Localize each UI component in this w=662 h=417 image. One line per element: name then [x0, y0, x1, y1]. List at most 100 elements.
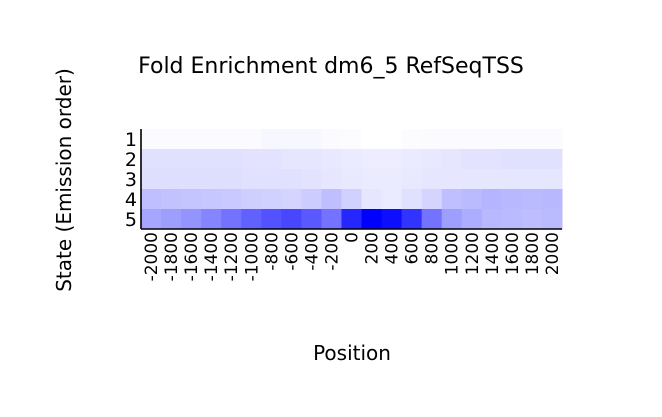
heatmap-cell: [521, 149, 543, 170]
heatmap-cell: [281, 149, 302, 170]
heatmap-cell: [461, 149, 483, 170]
y-tick-label: 2: [125, 149, 137, 171]
heatmap-cell: [501, 149, 523, 170]
heatmap-cell: [501, 129, 523, 150]
x-tick-label: 800: [423, 232, 443, 264]
heatmap-cell: [381, 189, 403, 210]
heatmap-cell: [361, 169, 383, 190]
heatmap-cell: [281, 189, 302, 210]
x-tick-label: -600: [282, 232, 302, 271]
heatmap-cell: [201, 129, 222, 150]
heatmap-cell: [241, 209, 262, 230]
heatmap-cell: [281, 209, 302, 230]
heatmap-cell: [381, 129, 403, 150]
heatmap-cell: [341, 189, 363, 210]
heatmap-cell: [301, 209, 322, 230]
x-tick-label: -200: [322, 232, 342, 271]
heatmap-cell: [201, 189, 222, 210]
heatmap-cell: [341, 129, 363, 150]
heatmap-cell: [141, 169, 162, 190]
x-tick-label: -1200: [222, 232, 242, 281]
x-tick-label: -400: [302, 232, 322, 271]
heatmap-cell: [281, 129, 302, 150]
heatmap-cell: [481, 149, 503, 170]
heatmap-cell: [141, 189, 162, 210]
heatmap-cell: [361, 209, 383, 230]
heatmap-cell: [501, 209, 523, 230]
heatmap-cell: [161, 169, 182, 190]
heatmap-cell: [181, 189, 202, 210]
heatmap-cell: [181, 149, 202, 170]
heatmap-cells: [141, 129, 563, 230]
heatmap-cell: [521, 209, 543, 230]
heatmap-cell: [481, 129, 503, 150]
heatmap-cell: [281, 169, 302, 190]
heatmap-cell: [421, 189, 443, 210]
x-tick-label: -1400: [202, 232, 222, 281]
chart-title: Fold Enrichment dm6_5 RefSeqTSS: [138, 54, 524, 79]
heatmap-cell: [521, 169, 543, 190]
x-tick-label: -800: [262, 232, 282, 271]
heatmap-cell: [241, 189, 262, 210]
heatmap-cell: [481, 169, 503, 190]
x-tick-labels: -2000 -1800 -1600 -1400 -1200 -1000 -800 -600 -4…: [142, 232, 563, 281]
heatmap-cell: [241, 169, 262, 190]
heatmap-cell: [241, 129, 262, 150]
heatmap-cell: [181, 209, 202, 230]
heatmap-cell: [141, 209, 162, 230]
x-tick-label: 1800: [523, 232, 543, 275]
heatmap-cell: [221, 129, 242, 150]
heatmap-cell: [461, 209, 483, 230]
heatmap-cell: [221, 209, 242, 230]
heatmap-cell: [221, 149, 242, 170]
x-tick-label: 1600: [503, 232, 523, 275]
heatmap-cell: [141, 129, 162, 150]
heatmap-cell: [541, 169, 563, 190]
heatmap-cell: [341, 149, 363, 170]
y-tick-label: 1: [125, 129, 137, 151]
heatmap-cell: [481, 209, 503, 230]
heatmap-cell: [461, 169, 483, 190]
y-tick-label: 4: [125, 189, 137, 211]
heatmap-cell: [461, 129, 483, 150]
x-tick-label: -1800: [162, 232, 182, 281]
x-tick-label: 2000: [543, 232, 563, 275]
heatmap-cell: [341, 169, 363, 190]
heatmap-cell: [541, 189, 563, 210]
y-axis-label: State (Emission order): [52, 68, 76, 292]
heatmap-cell: [401, 129, 423, 150]
heatmap-cell: [321, 209, 342, 230]
heatmap-cell: [541, 129, 563, 150]
heatmap-cell: [461, 189, 483, 210]
x-tick-label: 400: [383, 232, 403, 264]
heatmap-cell: [181, 129, 202, 150]
heatmap-cell: [321, 129, 342, 150]
heatmap-cell: [301, 149, 322, 170]
heatmap-cell: [261, 129, 282, 150]
heatmap-cell: [161, 189, 182, 210]
heatmap-cell: [401, 149, 423, 170]
x-axis-label: Position: [313, 341, 391, 365]
heatmap-cell: [381, 209, 403, 230]
heatmap-cell: [261, 189, 282, 210]
x-tick-label: 1200: [463, 232, 483, 275]
heatmap-cell: [421, 129, 443, 150]
heatmap-cell: [181, 169, 202, 190]
heatmap-cell: [241, 149, 262, 170]
heatmap-cell: [201, 149, 222, 170]
heatmap-cell: [201, 209, 222, 230]
heatmap-cell: [381, 149, 403, 170]
heatmap-cell: [441, 169, 463, 190]
heatmap-cell: [541, 149, 563, 170]
heatmap-cell: [221, 169, 242, 190]
heatmap-cell: [381, 169, 403, 190]
heatmap-cell: [141, 149, 162, 170]
heatmap-cell: [361, 129, 383, 150]
heatmap-cell: [321, 189, 342, 210]
heatmap-cell: [301, 129, 322, 150]
heatmap-cell: [501, 189, 523, 210]
heatmap-cell: [261, 149, 282, 170]
heatmap-cell: [321, 149, 342, 170]
